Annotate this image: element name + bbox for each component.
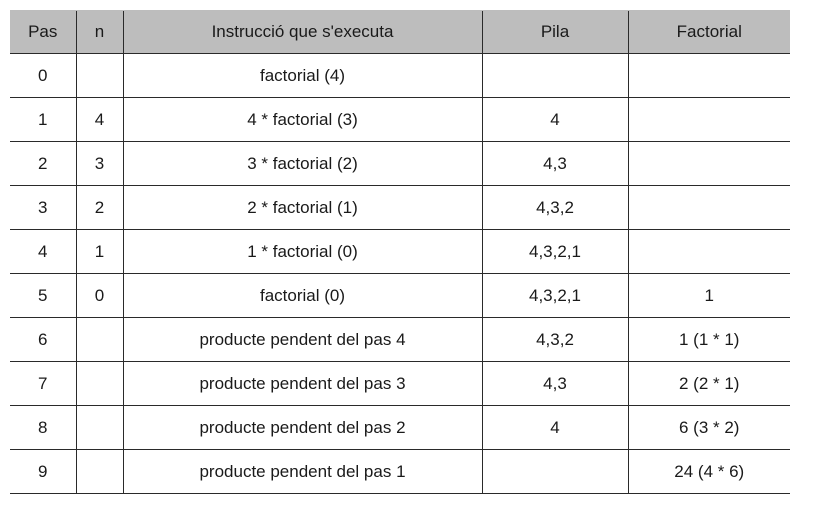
cell-instruction: producte pendent del pas 3 bbox=[122, 361, 482, 406]
cell-n: 0 bbox=[75, 273, 123, 318]
cell-factorial: 1 bbox=[627, 273, 790, 318]
cell-instruction: producte pendent del pas 2 bbox=[122, 405, 482, 450]
cell-instruction: 1 * factorial (0) bbox=[122, 229, 482, 274]
cell-pas: 5 bbox=[10, 273, 76, 318]
table-body: 0 factorial (4) 1 4 4 * factorial (3) 4 2 3 3 * … bbox=[10, 53, 790, 494]
cell-n bbox=[75, 361, 123, 406]
cell-pas: 3 bbox=[10, 185, 76, 230]
cell-pas: 8 bbox=[10, 405, 76, 450]
factorial-trace-table: Pas n Instrucció que s'executa Pila Fact… bbox=[10, 10, 790, 494]
cell-factorial bbox=[627, 53, 790, 98]
cell-factorial: 1 (1 * 1) bbox=[627, 317, 790, 362]
table-row: 0 factorial (4) bbox=[10, 53, 790, 98]
cell-factorial: 6 (3 * 2) bbox=[627, 405, 790, 450]
cell-factorial: 2 (2 * 1) bbox=[627, 361, 790, 406]
table-row: 9 producte pendent del pas 1 24 (4 * 6) bbox=[10, 449, 790, 494]
cell-stack: 4 bbox=[481, 405, 628, 450]
cell-factorial: 24 (4 * 6) bbox=[627, 449, 790, 494]
cell-stack: 4,3 bbox=[481, 141, 628, 186]
cell-instruction: factorial (0) bbox=[122, 273, 482, 318]
cell-instruction: producte pendent del pas 1 bbox=[122, 449, 482, 494]
cell-pas: 2 bbox=[10, 141, 76, 186]
cell-n: 2 bbox=[75, 185, 123, 230]
cell-stack: 4,3 bbox=[481, 361, 628, 406]
cell-stack bbox=[481, 449, 628, 494]
cell-instruction: 4 * factorial (3) bbox=[122, 97, 482, 142]
cell-n bbox=[75, 53, 123, 98]
header-factorial: Factorial bbox=[627, 10, 790, 54]
cell-n: 1 bbox=[75, 229, 123, 274]
header-stack: Pila bbox=[481, 10, 628, 54]
cell-n bbox=[75, 405, 123, 450]
cell-pas: 7 bbox=[10, 361, 76, 406]
cell-factorial bbox=[627, 229, 790, 274]
cell-stack bbox=[481, 53, 628, 98]
table-row: 7 producte pendent del pas 3 4,3 2 (2 * 1) bbox=[10, 361, 790, 406]
header-n: n bbox=[75, 10, 123, 54]
cell-stack: 4,3,2 bbox=[481, 317, 628, 362]
table-header: Pas n Instrucció que s'executa Pila Fact… bbox=[10, 10, 790, 54]
cell-pas: 6 bbox=[10, 317, 76, 362]
header-row: Pas n Instrucció que s'executa Pila Fact… bbox=[10, 10, 790, 54]
cell-pas: 4 bbox=[10, 229, 76, 274]
cell-instruction: 2 * factorial (1) bbox=[122, 185, 482, 230]
cell-n: 3 bbox=[75, 141, 123, 186]
cell-pas: 9 bbox=[10, 449, 76, 494]
cell-instruction: producte pendent del pas 4 bbox=[122, 317, 482, 362]
table-row: 5 0 factorial (0) 4,3,2,1 1 bbox=[10, 273, 790, 318]
cell-stack: 4,3,2 bbox=[481, 185, 628, 230]
cell-n: 4 bbox=[75, 97, 123, 142]
cell-stack: 4 bbox=[481, 97, 628, 142]
cell-pas: 1 bbox=[10, 97, 76, 142]
header-pas: Pas bbox=[10, 10, 76, 54]
table-row: 6 producte pendent del pas 4 4,3,2 1 (1 * 1… bbox=[10, 317, 790, 362]
cell-stack: 4,3,2,1 bbox=[481, 229, 628, 274]
cell-instruction: factorial (4) bbox=[122, 53, 482, 98]
cell-factorial bbox=[627, 141, 790, 186]
cell-instruction: 3 * factorial (2) bbox=[122, 141, 482, 186]
cell-factorial bbox=[627, 97, 790, 142]
cell-factorial bbox=[627, 185, 790, 230]
header-instruction: Instrucció que s'executa bbox=[122, 10, 482, 54]
cell-n bbox=[75, 317, 123, 362]
cell-n bbox=[75, 449, 123, 494]
cell-pas: 0 bbox=[10, 53, 76, 98]
cell-stack: 4,3,2,1 bbox=[481, 273, 628, 318]
